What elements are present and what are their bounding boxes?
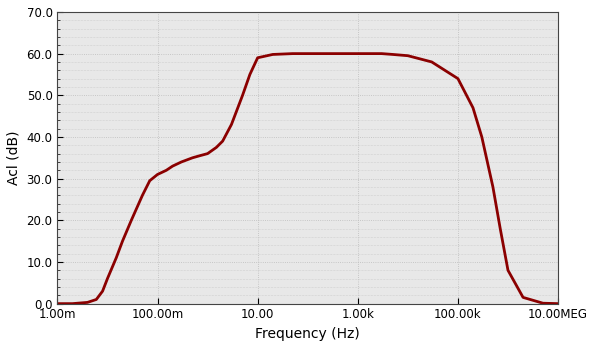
Y-axis label: Acl (dB): Acl (dB)	[7, 130, 21, 185]
X-axis label: Frequency (Hz): Frequency (Hz)	[255, 327, 360, 341]
